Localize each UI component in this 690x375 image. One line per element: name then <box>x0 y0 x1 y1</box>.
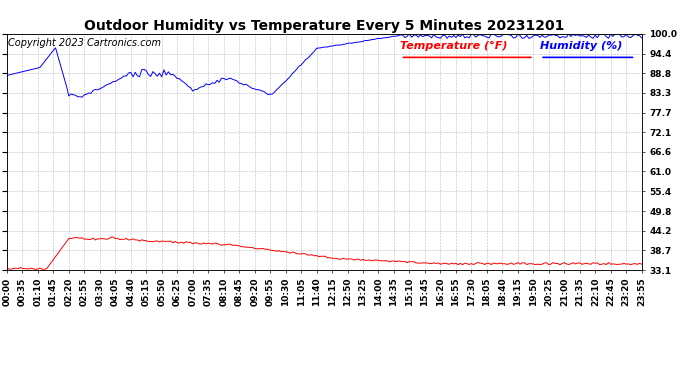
Text: Temperature (°F): Temperature (°F) <box>400 41 508 51</box>
Text: Humidity (%): Humidity (%) <box>540 41 622 51</box>
Text: Copyright 2023 Cartronics.com: Copyright 2023 Cartronics.com <box>8 39 161 48</box>
Title: Outdoor Humidity vs Temperature Every 5 Minutes 20231201: Outdoor Humidity vs Temperature Every 5 … <box>84 19 564 33</box>
